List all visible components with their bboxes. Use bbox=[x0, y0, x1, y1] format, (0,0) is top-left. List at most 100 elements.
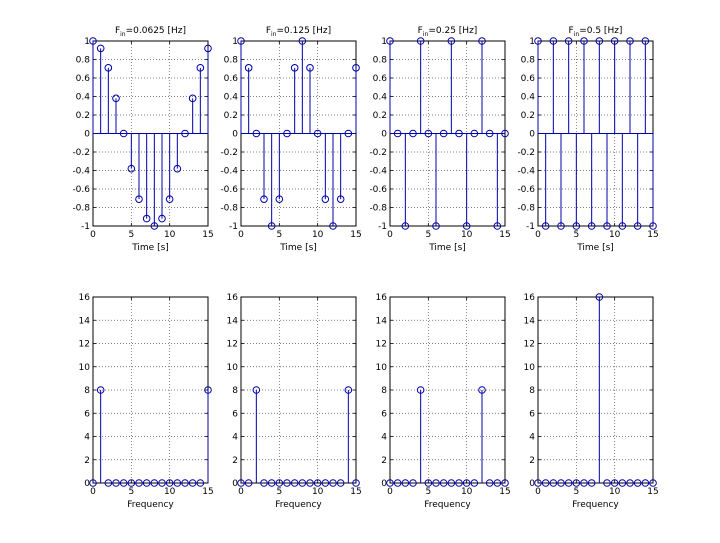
stem-marker bbox=[188, 479, 197, 487]
stem-marker bbox=[432, 222, 440, 230]
y-tick-label: 14 bbox=[227, 316, 239, 326]
stem-marker bbox=[352, 479, 360, 487]
y-tick-label: 0.8 bbox=[373, 56, 388, 66]
y-tick-label: 0 bbox=[529, 130, 535, 140]
y-tick-label: 12 bbox=[376, 340, 387, 350]
y-tick-label: 0 bbox=[84, 130, 90, 140]
y-tick-label: -0.2 bbox=[72, 148, 90, 158]
y-tick-label: 0.4 bbox=[224, 93, 239, 103]
y-tick-label: 0.2 bbox=[373, 111, 387, 121]
x-tick-label: 5 bbox=[573, 230, 579, 240]
stem-marker bbox=[260, 195, 268, 203]
chart-title: Fin=0.0625 [Hz] bbox=[115, 26, 186, 38]
stem-marker bbox=[89, 479, 97, 487]
stem-marker bbox=[641, 37, 650, 45]
stem-marker bbox=[432, 479, 440, 487]
y-tick-label: 16 bbox=[227, 293, 239, 303]
x-tick-label: 15 bbox=[647, 487, 658, 497]
stem-marker bbox=[393, 129, 402, 138]
y-tick-label: -0.6 bbox=[220, 185, 238, 195]
stem-marker bbox=[393, 479, 402, 487]
y-tick-label: 0.2 bbox=[224, 111, 238, 121]
stem-marker bbox=[165, 195, 174, 203]
x-tick-label: 10 bbox=[609, 230, 621, 240]
y-tick-label: 0 bbox=[84, 479, 90, 489]
chart-title-main: F bbox=[418, 26, 423, 36]
stem-marker bbox=[416, 37, 425, 45]
y-tick-label: 10 bbox=[376, 363, 388, 373]
x-axis-label: Time [s] bbox=[131, 243, 169, 253]
y-tick-label: -0.8 bbox=[517, 204, 535, 214]
stem-marker bbox=[158, 214, 166, 223]
y-tick-label: 0.4 bbox=[373, 93, 388, 103]
y-tick-label: 0.6 bbox=[521, 74, 536, 84]
stem-marker bbox=[150, 479, 159, 487]
stem-marker bbox=[135, 195, 143, 203]
stem-marker bbox=[416, 386, 425, 394]
y-tick-label: 12 bbox=[227, 340, 238, 350]
y-tick-label: 4 bbox=[529, 433, 535, 443]
stem-marker bbox=[306, 479, 314, 487]
chart-title: Fin=0.5 [Hz] bbox=[569, 26, 623, 38]
stem-marker bbox=[267, 222, 276, 230]
y-tick-label: 8 bbox=[529, 386, 535, 396]
y-tick-label: 0.8 bbox=[76, 56, 91, 66]
stem-marker bbox=[306, 64, 314, 72]
stem-marker bbox=[112, 94, 120, 103]
stem-marker bbox=[181, 129, 189, 138]
stem-marker bbox=[283, 479, 291, 487]
stem-marker bbox=[244, 479, 253, 487]
x-tick-label: 10 bbox=[312, 230, 324, 240]
stem-marker bbox=[352, 64, 360, 72]
stem-marker bbox=[386, 479, 394, 487]
y-tick-label: 2 bbox=[529, 456, 535, 466]
stem-marker bbox=[610, 37, 619, 45]
x-tick-label: 5 bbox=[276, 230, 282, 240]
y-tick-label: -1 bbox=[81, 222, 90, 232]
y-tick-label: 0.6 bbox=[76, 74, 91, 84]
y-tick-label: 14 bbox=[524, 316, 536, 326]
stem-marker bbox=[336, 479, 345, 487]
stem-marker bbox=[401, 479, 410, 487]
stem-marker bbox=[267, 479, 276, 487]
chart-title-rest: =0.125 [Hz] bbox=[276, 26, 331, 36]
x-tick-label: 5 bbox=[425, 487, 431, 497]
stem-marker bbox=[386, 37, 394, 45]
y-tick-label: -0.4 bbox=[517, 167, 535, 177]
y-tick-label: 12 bbox=[79, 340, 90, 350]
x-tick-label: 5 bbox=[128, 230, 134, 240]
stem-marker bbox=[485, 129, 494, 138]
chart-title-subscript: in bbox=[423, 31, 429, 38]
stem-marker bbox=[313, 129, 322, 138]
y-tick-label: -0.8 bbox=[72, 204, 90, 214]
y-tick-label: 16 bbox=[376, 293, 388, 303]
y-tick-label: 1 bbox=[381, 37, 387, 47]
stem-marker bbox=[104, 64, 113, 72]
stem-marker bbox=[204, 386, 212, 394]
x-tick-label: 5 bbox=[573, 487, 579, 497]
y-tick-label: 0.6 bbox=[373, 74, 388, 84]
x-tick-label: 0 bbox=[387, 230, 393, 240]
stem-marker bbox=[173, 479, 182, 487]
y-tick-label: 1 bbox=[84, 37, 90, 47]
x-axis-label: Frequency bbox=[572, 500, 619, 510]
x-tick-label: 15 bbox=[202, 487, 213, 497]
y-tick-label: -0.2 bbox=[517, 148, 535, 158]
chart-title-rest: =0.5 [Hz] bbox=[579, 26, 622, 36]
stem-marker bbox=[204, 44, 212, 53]
stem-marker bbox=[344, 386, 353, 394]
stem-marker bbox=[127, 479, 136, 487]
stem-marker bbox=[290, 64, 299, 72]
y-tick-label: -0.4 bbox=[72, 167, 90, 177]
stem-plot-panel-1: 0 5 10 15 -1 -0.8 -0.6 -0.4 -0.2 0 0.2 0.4 0.6 0.8 1 Ti… bbox=[72, 26, 213, 253]
y-tick-label: 0.6 bbox=[224, 74, 239, 84]
stem-marker bbox=[534, 37, 542, 45]
stem-marker bbox=[462, 479, 471, 487]
y-tick-label: -1 bbox=[229, 222, 238, 232]
x-tick-label: 0 bbox=[535, 230, 541, 240]
x-tick-label: 5 bbox=[128, 487, 134, 497]
stem-marker bbox=[572, 479, 581, 487]
x-axis-label: Time [s] bbox=[279, 243, 317, 253]
y-tick-label: -0.4 bbox=[369, 167, 387, 177]
stem-marker bbox=[237, 479, 245, 487]
